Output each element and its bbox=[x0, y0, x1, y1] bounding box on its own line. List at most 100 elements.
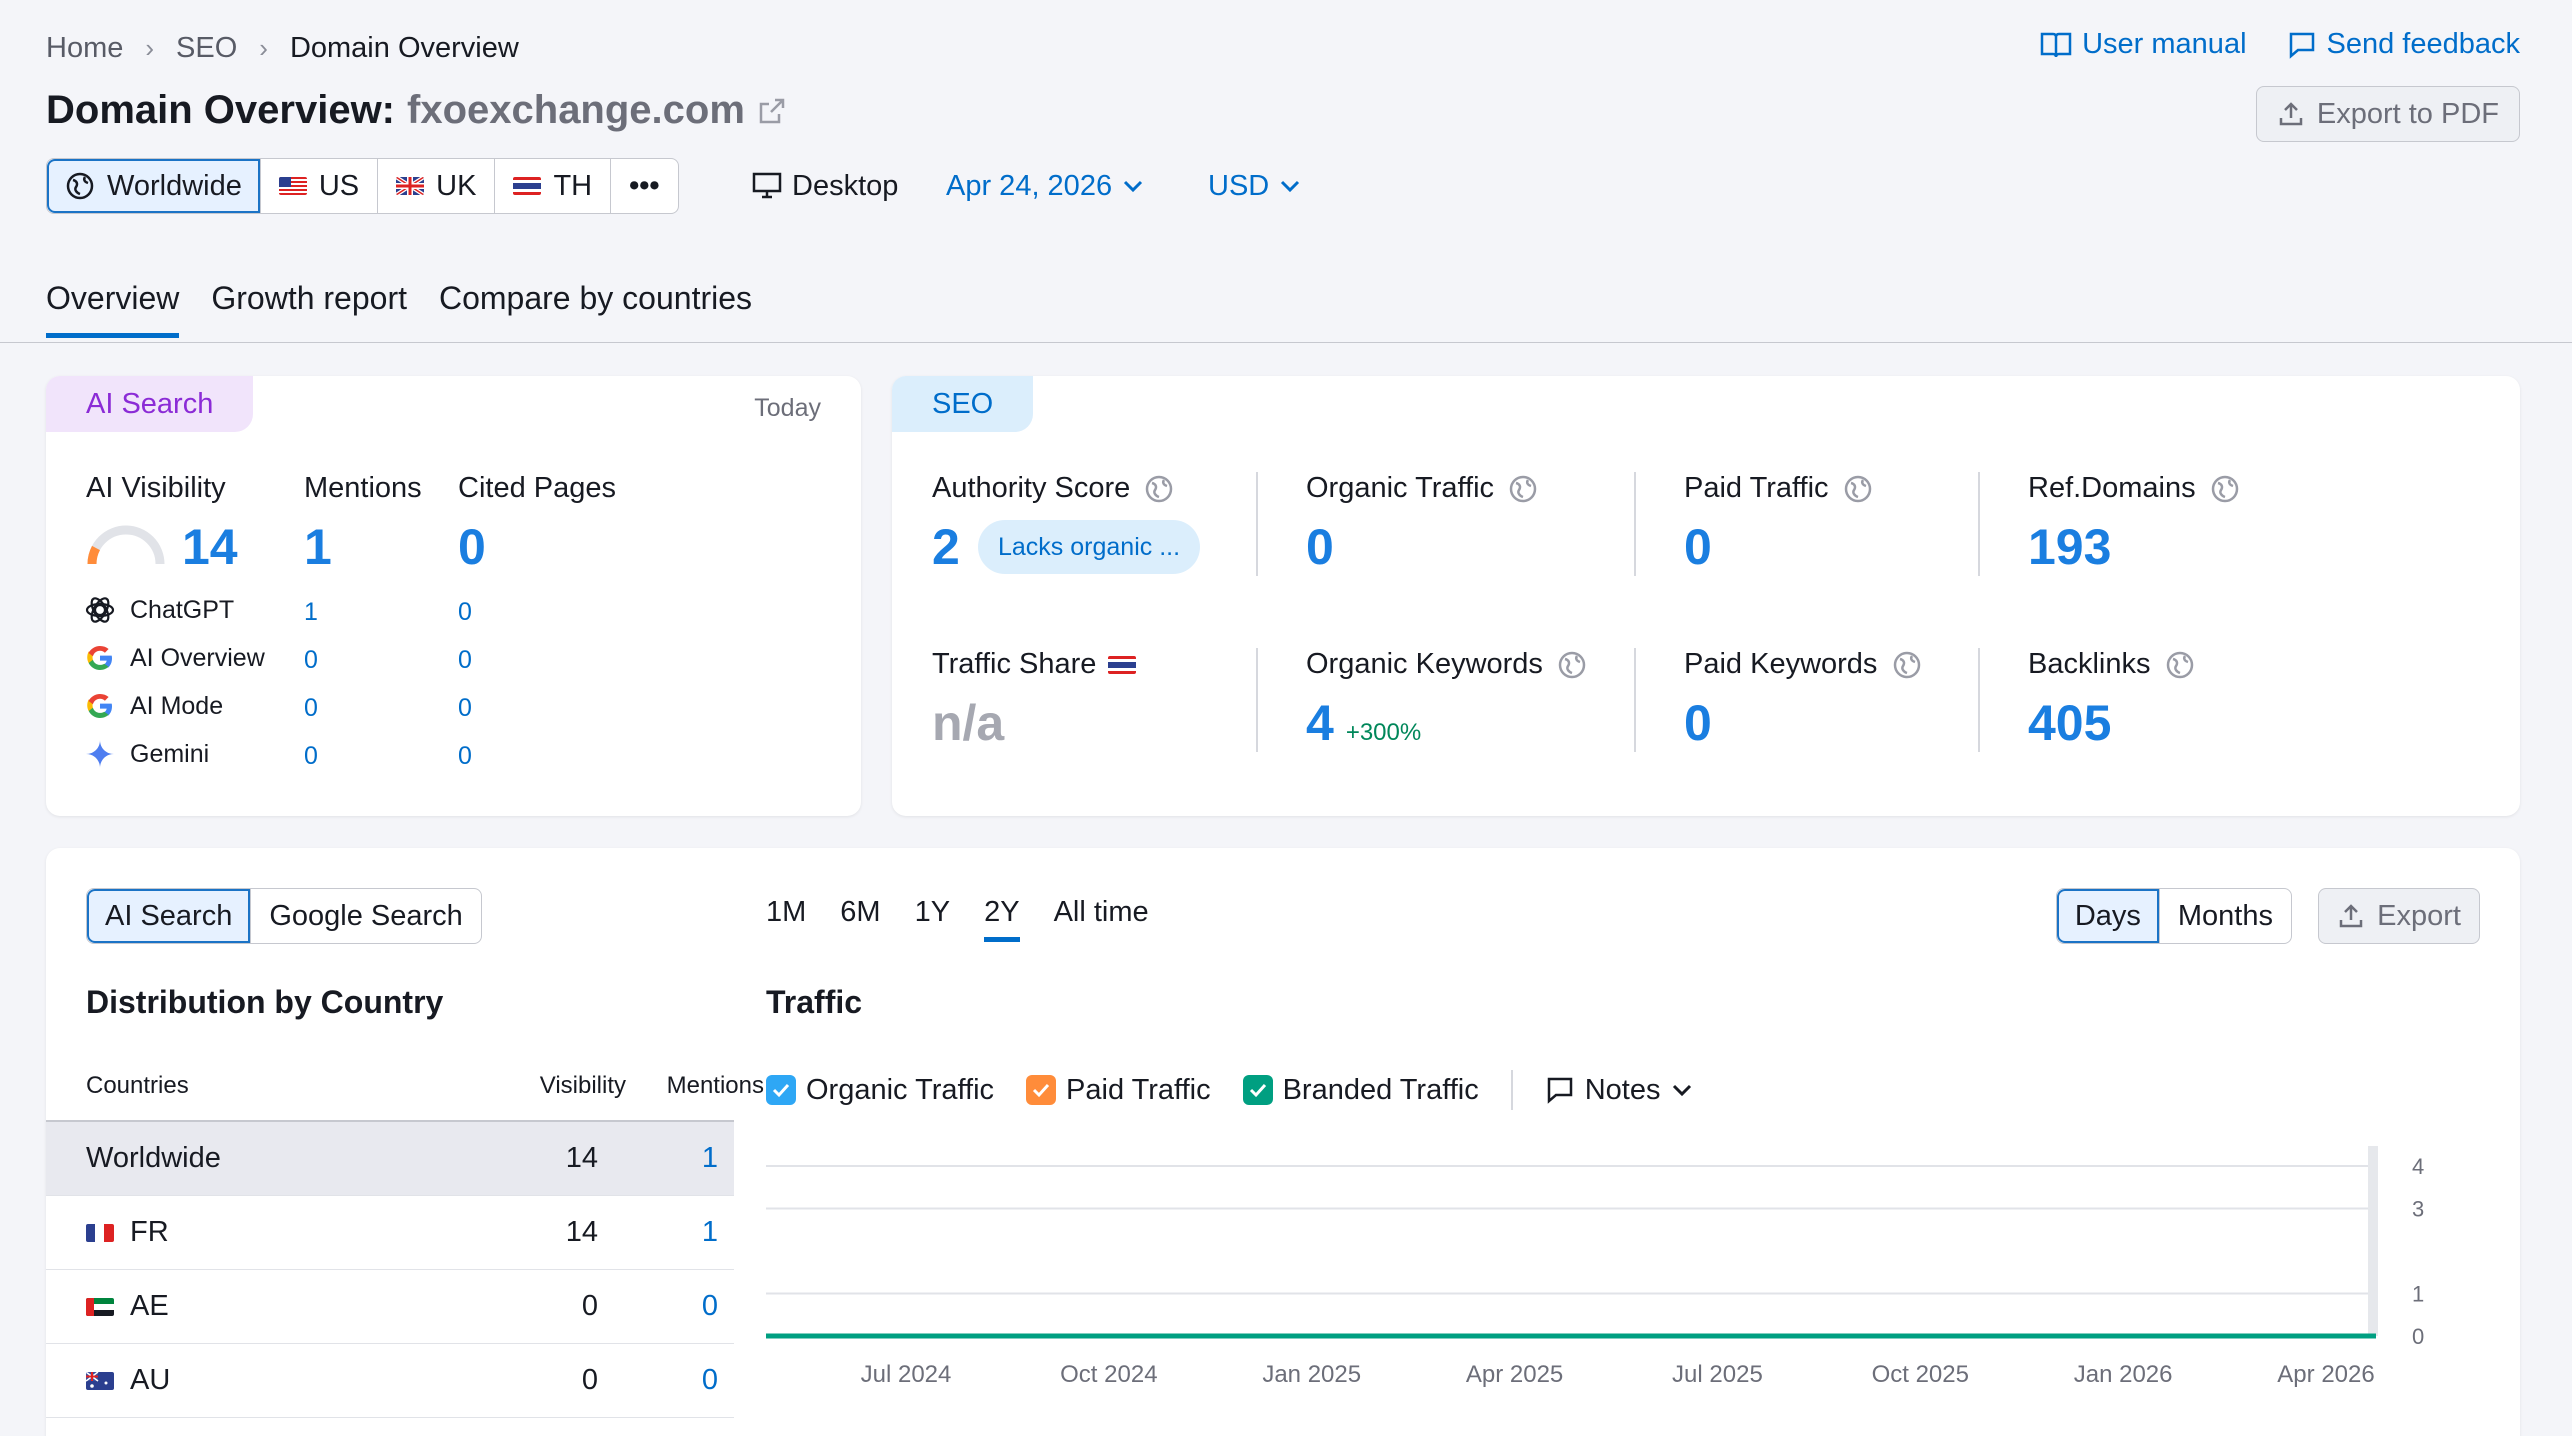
export-button[interactable]: Export bbox=[2318, 888, 2480, 944]
organic-traffic-label-text: Organic Traffic bbox=[1306, 472, 1495, 504]
more-icon: ••• bbox=[629, 169, 660, 202]
backlinks-value[interactable]: 405 bbox=[2028, 695, 2112, 751]
toggle-months[interactable]: Months bbox=[2158, 889, 2291, 943]
uk-flag-icon bbox=[396, 177, 425, 195]
legend-divider bbox=[1510, 1070, 1513, 1110]
export-pdf-button[interactable]: Export to PDF bbox=[2255, 86, 2520, 142]
range-6m[interactable]: 6M bbox=[840, 896, 881, 928]
globe-info-icon[interactable] bbox=[1843, 474, 1873, 504]
notes-label: Notes bbox=[1584, 1073, 1661, 1106]
range-tabs: 1M 6M 1Y 2Y All time bbox=[766, 896, 1149, 942]
ref-domains-label: Ref.Domains bbox=[2028, 472, 2240, 505]
user-manual-label: User manual bbox=[2082, 28, 2247, 60]
breadcrumb-seo[interactable]: SEO bbox=[176, 31, 238, 64]
legend-organic-traffic[interactable]: Organic Traffic bbox=[766, 1074, 994, 1107]
ai-row-mentions[interactable]: 0 bbox=[304, 694, 318, 722]
ai-row-cited[interactable]: 0 bbox=[458, 646, 472, 674]
device-selector[interactable]: Desktop bbox=[752, 164, 898, 208]
dist-mentions[interactable]: 0 bbox=[701, 1364, 718, 1396]
authority-badge[interactable]: Lacks organic ... bbox=[978, 520, 1201, 574]
tab-growth-report[interactable]: Growth report bbox=[211, 280, 407, 316]
chevron-right-icon: › bbox=[145, 32, 155, 63]
organic-keywords-label: Organic Keywords bbox=[1306, 648, 1587, 681]
checkbox-checked-icon bbox=[766, 1075, 796, 1105]
table-row[interactable]: AU 0 0 bbox=[46, 1344, 734, 1418]
ai-row-mentions[interactable]: 0 bbox=[304, 646, 318, 674]
cited-pages-value[interactable]: 0 bbox=[458, 519, 486, 575]
paid-keywords-value[interactable]: 0 bbox=[1684, 695, 1712, 751]
ai-row-cited[interactable]: 0 bbox=[458, 694, 472, 722]
legend-paid-traffic[interactable]: Paid Traffic bbox=[1026, 1074, 1211, 1107]
range-1y[interactable]: 1Y bbox=[914, 896, 951, 928]
ai-row-mentions[interactable]: 0 bbox=[304, 742, 318, 770]
ai-row-mentions[interactable]: 1 bbox=[304, 598, 318, 626]
range-all-time[interactable]: All time bbox=[1053, 896, 1149, 928]
db-tab-us[interactable]: US bbox=[259, 159, 377, 213]
dist-country: AE bbox=[130, 1290, 169, 1322]
tab-compare-by-countries[interactable]: Compare by countries bbox=[438, 280, 753, 316]
paid-keywords-label: Paid Keywords bbox=[1684, 648, 1922, 681]
paid-traffic-value[interactable]: 0 bbox=[1684, 519, 1712, 575]
chevron-down-icon bbox=[1281, 180, 1300, 193]
currency-selector[interactable]: USD bbox=[1208, 164, 1301, 208]
ref-domains-value[interactable]: 193 bbox=[2028, 519, 2112, 575]
dist-header-visibility[interactable]: Visibility bbox=[539, 1072, 626, 1099]
external-link-icon[interactable] bbox=[757, 96, 787, 126]
dist-mentions[interactable]: 1 bbox=[701, 1216, 718, 1248]
x-tick-label: Jul 2024 bbox=[861, 1361, 952, 1388]
globe-info-icon[interactable] bbox=[1144, 474, 1174, 504]
toggle-google-search[interactable]: Google Search bbox=[250, 889, 480, 943]
range-1m[interactable]: 1M bbox=[766, 896, 807, 928]
notes-dropdown[interactable]: Notes bbox=[1545, 1074, 1693, 1107]
globe-info-icon[interactable] bbox=[1557, 650, 1587, 680]
globe-info-icon[interactable] bbox=[1508, 474, 1538, 504]
globe-info-icon[interactable] bbox=[2165, 650, 2195, 680]
table-row[interactable]: AE 0 0 bbox=[46, 1270, 734, 1344]
dist-header-mentions[interactable]: Mentions bbox=[666, 1072, 764, 1099]
send-feedback-link[interactable]: Send feedback bbox=[2287, 28, 2520, 61]
breadcrumb-home[interactable]: Home bbox=[46, 31, 124, 64]
user-manual-link[interactable]: User manual bbox=[2040, 28, 2247, 61]
toggle-ai-search[interactable]: AI Search bbox=[87, 889, 251, 943]
google-icon bbox=[87, 646, 112, 670]
note-icon bbox=[1547, 1077, 1572, 1104]
dist-mentions[interactable]: 1 bbox=[701, 1142, 718, 1174]
dist-visibility: 14 bbox=[565, 1216, 598, 1248]
db-tab-uk[interactable]: UK bbox=[377, 159, 494, 213]
tabs-divider bbox=[0, 342, 2572, 343]
db-tab-th[interactable]: TH bbox=[494, 159, 610, 213]
x-tick-label: Oct 2025 bbox=[1872, 1361, 1969, 1388]
range-2y[interactable]: 2Y bbox=[984, 896, 1020, 942]
legend-branded-traffic[interactable]: Branded Traffic bbox=[1242, 1074, 1479, 1107]
th-flag-icon bbox=[1108, 655, 1137, 674]
ai-row-cited[interactable]: 0 bbox=[458, 742, 472, 770]
organic-keywords-value[interactable]: 4 bbox=[1306, 695, 1334, 751]
globe-info-icon[interactable] bbox=[1892, 650, 1922, 680]
date-selector[interactable]: Apr 24, 2026 bbox=[946, 164, 1144, 208]
mentions-value[interactable]: 1 bbox=[304, 519, 332, 575]
tab-overview[interactable]: Overview bbox=[46, 280, 180, 338]
db-tab-worldwide[interactable]: Worldwide bbox=[47, 159, 260, 213]
page-title-domain[interactable]: fxoexchange.com bbox=[407, 88, 745, 132]
organic-traffic-value[interactable]: 0 bbox=[1306, 519, 1334, 575]
traffic-share-label-text: Traffic Share bbox=[932, 648, 1097, 680]
globe-info-icon[interactable] bbox=[2210, 474, 2240, 504]
au-flag-icon bbox=[86, 1371, 114, 1390]
y-tick-label: 3 bbox=[2412, 1197, 2424, 1222]
search-type-toggle: AI Search Google Search bbox=[86, 888, 482, 944]
ai-visibility-value[interactable]: 14 bbox=[182, 519, 238, 575]
organic-traffic-label: Organic Traffic bbox=[1306, 472, 1538, 505]
table-row[interactable]: FR 14 1 bbox=[46, 1196, 734, 1270]
x-tick-label: Apr 2025 bbox=[1466, 1361, 1563, 1388]
bottom-card: AI Search Google Search 1M 6M 1Y 2Y All … bbox=[46, 848, 2520, 1436]
more-databases-button[interactable]: ••• bbox=[610, 159, 677, 213]
ai-search-card: AI Search Today AI Visibility Mentions C… bbox=[46, 376, 861, 816]
table-row[interactable]: Worldwide 14 1 bbox=[46, 1122, 734, 1196]
dist-mentions[interactable]: 0 bbox=[701, 1290, 718, 1322]
ai-row-cited[interactable]: 0 bbox=[458, 598, 472, 626]
x-tick-label: Jul 2025 bbox=[1672, 1361, 1763, 1388]
authority-score-value[interactable]: 2 bbox=[932, 519, 960, 575]
traffic-share-label: Traffic Share bbox=[932, 648, 1137, 681]
toggle-days[interactable]: Days bbox=[2056, 889, 2159, 943]
traffic-chart[interactable]: 4 3 1 0 Jul 2024 Oct 2024 Jan 2025 Apr 2025 Jul … bbox=[766, 1146, 2506, 1436]
